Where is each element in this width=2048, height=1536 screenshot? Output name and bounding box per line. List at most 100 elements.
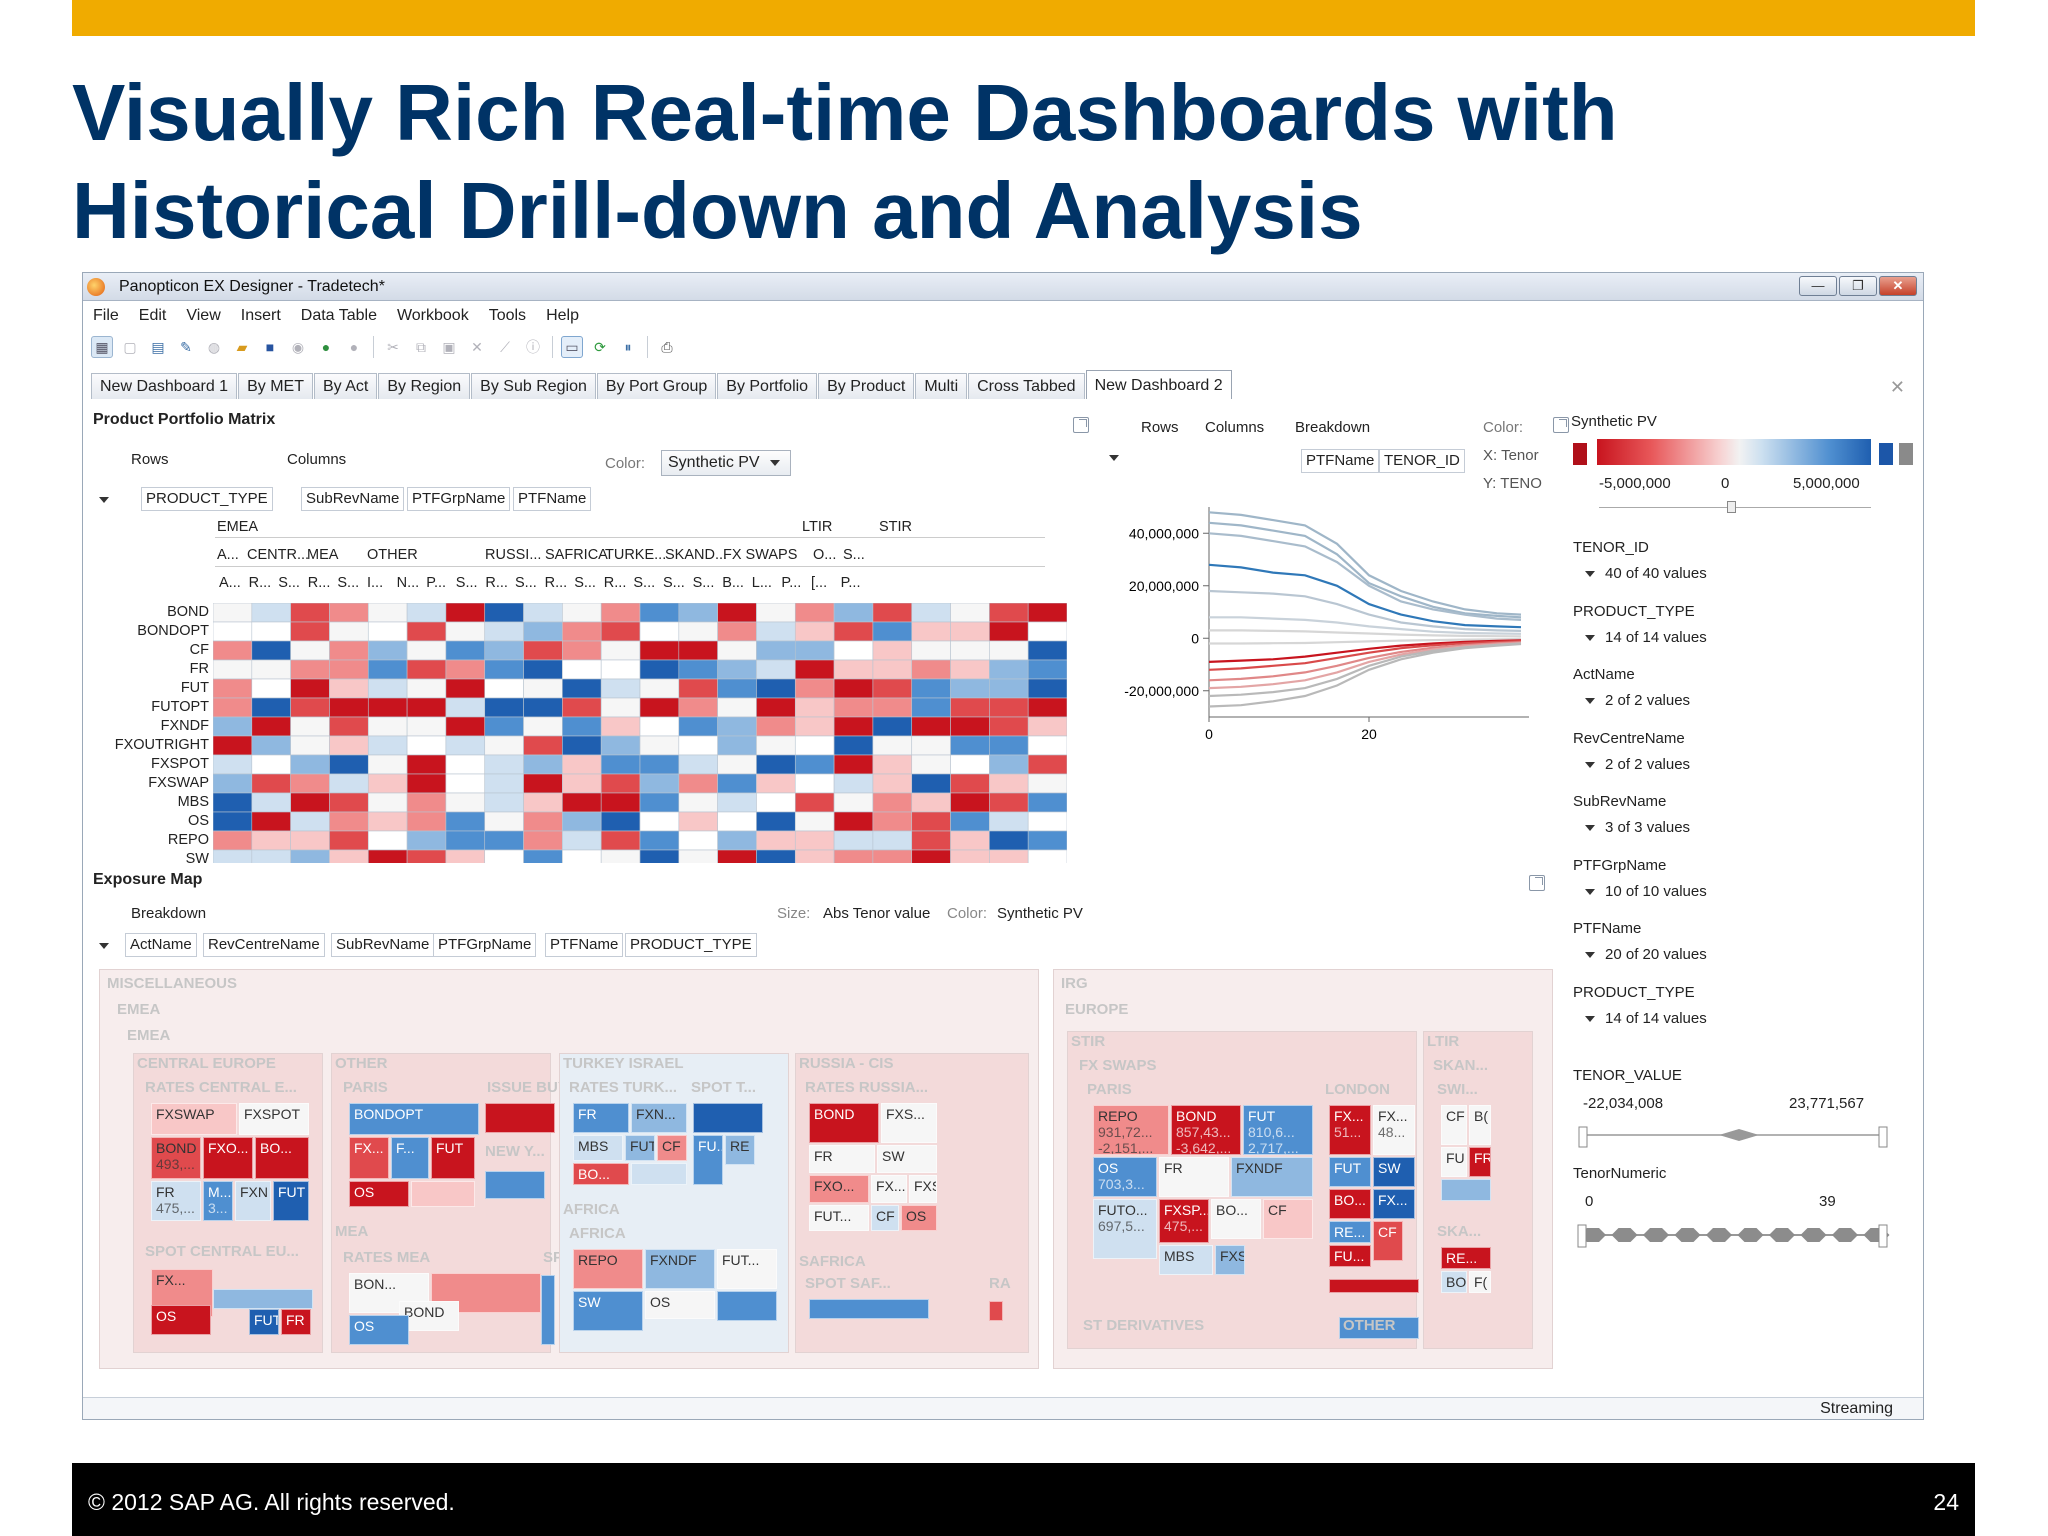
heatmap-cell[interactable] — [484, 640, 524, 661]
heatmap-cell[interactable] — [794, 659, 835, 680]
exposure-expand-icon[interactable] — [1529, 875, 1545, 891]
heatmap-cell[interactable] — [872, 735, 913, 756]
minimize-icon[interactable]: — — [1799, 276, 1837, 296]
treemap-cell[interactable]: CF — [1263, 1199, 1313, 1239]
heatmap-cell[interactable] — [562, 754, 602, 775]
treemap-cell[interactable]: FUT... — [717, 1249, 777, 1289]
heatmap-cell[interactable] — [367, 716, 408, 737]
treemap-cell[interactable]: BONDOPT — [349, 1103, 479, 1135]
heatmap-cell[interactable] — [639, 697, 680, 718]
table-icon[interactable]: ▤ — [151, 338, 165, 355]
collapse-arrow-icon[interactable] — [99, 491, 109, 508]
chart-collapse-icon[interactable] — [1109, 449, 1119, 466]
treemap-cell[interactable]: FUT... — [809, 1205, 869, 1231]
heatmap-cell[interactable] — [367, 659, 408, 680]
heatmap-cell[interactable] — [717, 716, 757, 737]
heatmap-cell[interactable] — [794, 811, 835, 832]
restore-icon[interactable]: ❐ — [1839, 276, 1877, 296]
heatmap-cell[interactable] — [329, 735, 369, 756]
heatmap-cell[interactable] — [367, 621, 408, 642]
heatmap-cell[interactable] — [833, 754, 874, 775]
heatmap-cell[interactable] — [290, 621, 330, 642]
heatmap-cell[interactable] — [484, 735, 524, 756]
treemap-cell[interactable]: FXSPOT — [239, 1103, 309, 1135]
tab-by-product[interactable]: By Product — [818, 373, 915, 399]
treemap-cell[interactable]: FXNDF — [645, 1249, 715, 1289]
line-chart[interactable]: 40,000,000 20,000,000 0 -20,000,000 0 20 — [1109, 499, 1549, 759]
treemap-cell[interactable]: FUT 810,6... 2,717,... — [1243, 1105, 1313, 1155]
treemap-cell[interactable]: BO — [1441, 1271, 1467, 1293]
heatmap-cell[interactable] — [911, 621, 951, 642]
heatmap-cell[interactable] — [794, 773, 835, 794]
open-folder-icon[interactable]: ▰ — [236, 338, 248, 355]
copy-icon[interactable]: ⧉ — [416, 338, 426, 355]
heatmap-cell[interactable] — [251, 716, 291, 737]
heatmap-cell[interactable] — [213, 678, 253, 699]
heatmap-cell[interactable] — [251, 735, 291, 756]
treemap-cell[interactable]: FXS... — [881, 1103, 937, 1143]
heatmap-cell[interactable] — [484, 792, 524, 813]
heatmap-cell[interactable] — [872, 811, 913, 832]
heatmap-cell[interactable] — [562, 621, 602, 642]
treemap-cell[interactable]: FXO... — [203, 1137, 253, 1179]
heatmap-cell[interactable] — [329, 603, 369, 623]
treemap-cell[interactable]: REPO 931,72... -2,151,... — [1093, 1105, 1169, 1155]
heatmap-cell[interactable] — [562, 773, 602, 794]
series-line[interactable] — [1208, 640, 1522, 671]
heatmap-cell[interactable] — [1027, 659, 1067, 680]
heatmap-cell[interactable] — [833, 603, 874, 623]
heatmap-cell[interactable] — [445, 792, 486, 813]
heatmap-cell[interactable] — [290, 773, 330, 794]
filter-values-dropdown[interactable]: 3 of 3 values — [1585, 819, 1690, 836]
heatmap-cell[interactable] — [756, 735, 796, 756]
heatmap-cell[interactable] — [794, 735, 835, 756]
heatmap-cell[interactable] — [367, 697, 408, 718]
heatmap-cell[interactable] — [406, 659, 447, 680]
heatmap-cell[interactable] — [290, 811, 330, 832]
heatmap-cell[interactable] — [445, 830, 486, 851]
treemap-cell[interactable]: FU... — [1329, 1245, 1371, 1267]
heatmap-cell[interactable] — [872, 716, 913, 737]
heatmap-cell[interactable] — [329, 811, 369, 832]
heatmap-cell[interactable] — [717, 659, 757, 680]
heatmap-cell[interactable] — [484, 830, 524, 851]
new-workbook-icon[interactable]: ▦ — [91, 336, 113, 358]
series-line[interactable] — [1208, 642, 1522, 698]
edit-icon[interactable]: ✎ — [180, 338, 192, 355]
treemap-cell[interactable] — [485, 1103, 555, 1133]
heatmap-cell[interactable] — [989, 773, 1029, 794]
heatmap-cell[interactable] — [213, 697, 253, 718]
treemap-cell[interactable]: CF — [871, 1205, 899, 1231]
exposure-collapse-icon[interactable] — [99, 937, 109, 954]
menu-data-table[interactable]: Data Table — [300, 307, 377, 324]
heatmap-cell[interactable] — [833, 678, 874, 699]
heatmap-cell[interactable] — [406, 830, 447, 851]
new-page-icon[interactable]: ▢ — [123, 338, 137, 355]
heatmap-cell[interactable] — [329, 621, 369, 642]
series-line[interactable] — [1208, 532, 1522, 621]
heatmap-cell[interactable] — [213, 792, 253, 813]
close-icon[interactable]: ✕ — [1879, 276, 1917, 296]
heatmap-cell[interactable] — [251, 830, 291, 851]
heatmap-cell[interactable] — [367, 603, 408, 623]
exposure-pill[interactable]: SubRevName — [331, 933, 435, 957]
heatmap-cell[interactable] — [678, 603, 718, 623]
heatmap-cell[interactable] — [600, 754, 641, 775]
heatmap-cell[interactable] — [756, 811, 796, 832]
heatmap-cell[interactable] — [989, 603, 1029, 623]
treemap-cell[interactable]: FUT — [273, 1181, 309, 1221]
heatmap-cell[interactable] — [484, 773, 524, 794]
tab-new-dashboard-2[interactable]: New Dashboard 2 — [1085, 370, 1232, 399]
heatmap-cell[interactable] — [1027, 735, 1067, 756]
heatmap-cell[interactable] — [1027, 697, 1067, 718]
heatmap-cell[interactable] — [367, 754, 408, 775]
heatmap-cell[interactable] — [989, 716, 1029, 737]
heatmap-cell[interactable] — [329, 716, 369, 737]
heatmap-cell[interactable] — [989, 678, 1029, 699]
heatmap-cell[interactable] — [600, 640, 641, 661]
treemap-cell[interactable]: BOND — [399, 1301, 459, 1331]
column-pill-ptfgrpname[interactable]: PTFGrpName — [407, 487, 511, 511]
series-line[interactable] — [1208, 589, 1522, 632]
treemap-cell[interactable]: FXN — [235, 1181, 271, 1221]
treemap-cell[interactable]: BOND 493,... — [151, 1137, 201, 1179]
